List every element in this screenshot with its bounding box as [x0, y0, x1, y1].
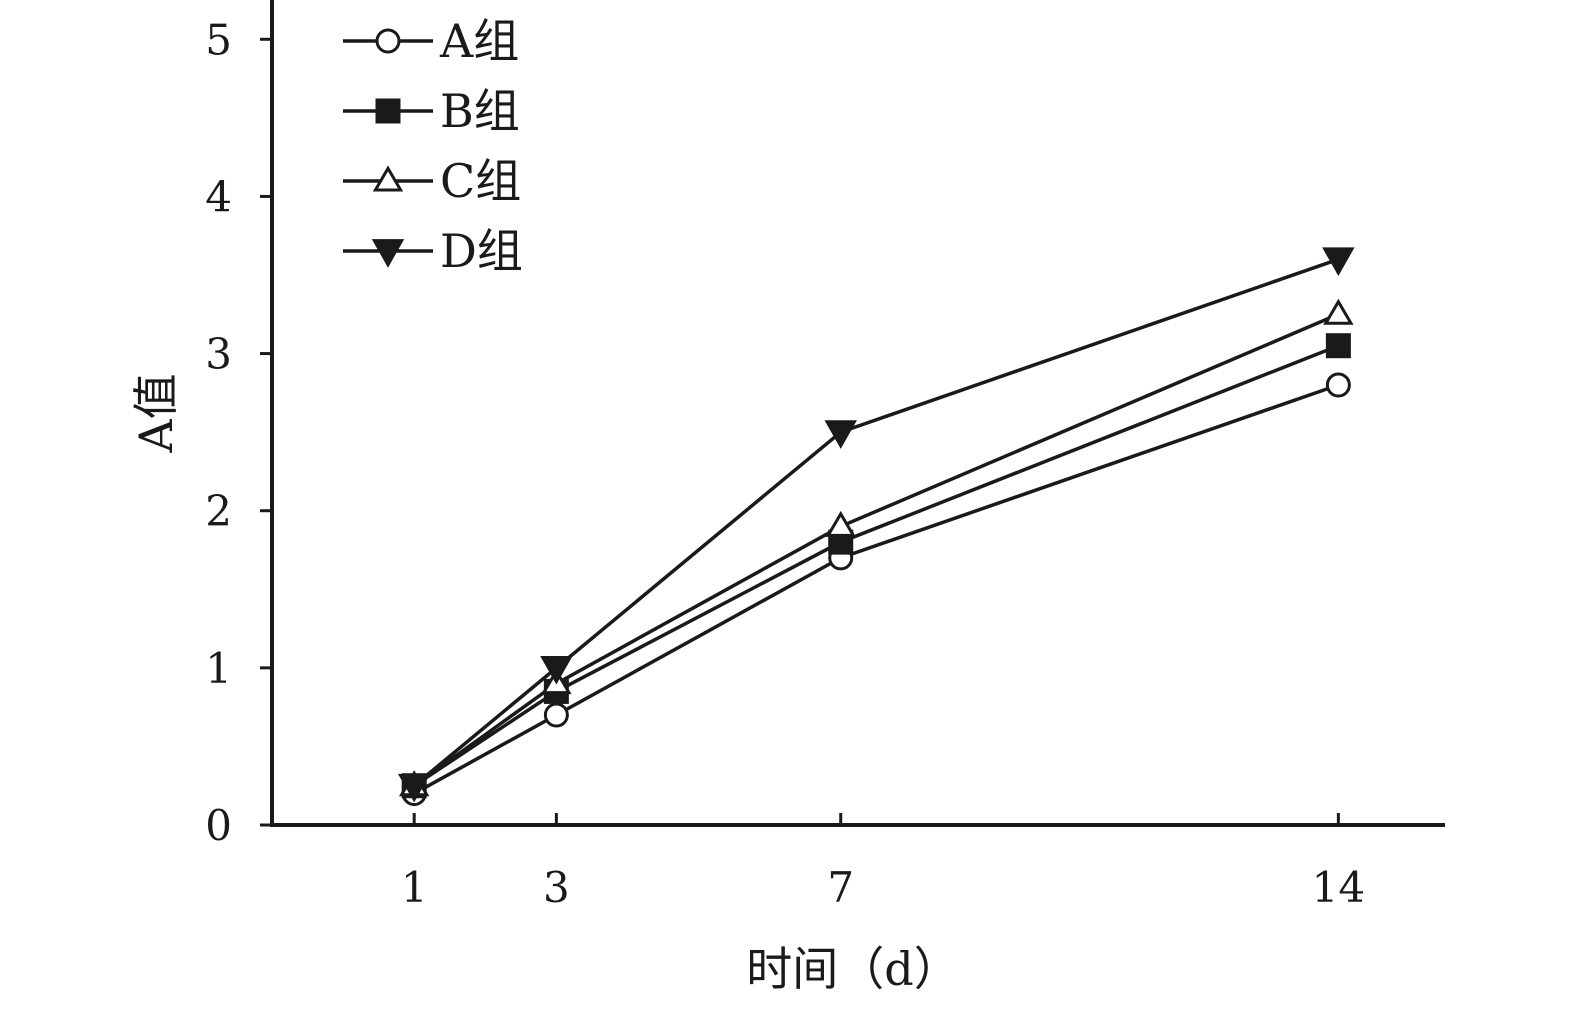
- series-markers-4: [397, 247, 1355, 803]
- series-line: [413, 312, 1340, 788]
- x-tick-label: 14: [1312, 863, 1365, 912]
- axes: [270, 0, 1445, 827]
- legend-item: D组: [343, 224, 523, 278]
- series-markers-2: [401, 333, 1351, 799]
- data-point-filled-triangle-down: [540, 655, 573, 685]
- legend-label: C组: [440, 154, 521, 208]
- x-tick-label: 1: [401, 863, 428, 912]
- series-layer: [397, 247, 1355, 807]
- data-point-filled-triangle-down: [824, 420, 857, 449]
- series-line: [413, 383, 1339, 796]
- data-point-open-circle: [375, 28, 401, 54]
- series-line: [413, 257, 1339, 788]
- x-tick-label: 7: [827, 863, 854, 912]
- y-tick-label: 1: [205, 644, 232, 693]
- y-tick-label: 3: [205, 330, 232, 379]
- series-3: [413, 312, 1340, 788]
- data-point-filled-triangle-down: [371, 239, 405, 268]
- legend-item: B组: [343, 84, 520, 138]
- data-point-open-triangle: [825, 510, 856, 537]
- legend: A组 B组 C组 D组: [343, 14, 523, 278]
- x-axis-ticks: 1 3 7 14: [401, 813, 1365, 912]
- legend-label: A组: [439, 14, 519, 68]
- data-point-filled-triangle-down: [1322, 247, 1355, 276]
- legend-label: B组: [440, 84, 520, 138]
- y-tick-label: 0: [205, 801, 232, 850]
- y-tick-label: 5: [205, 15, 232, 64]
- legend-item: A组: [343, 14, 519, 68]
- series-4: [413, 257, 1339, 788]
- data-point-open-circle: [543, 702, 569, 728]
- y-tick-label: 4: [205, 172, 232, 221]
- data-point-open-triangle: [372, 165, 404, 192]
- series-line: [413, 344, 1340, 788]
- data-point-open-circle: [1325, 372, 1351, 398]
- series-markers-1: [401, 372, 1351, 807]
- x-axis-title: 时间（d）: [746, 942, 959, 996]
- data-point-filled-triangle-down: [397, 773, 431, 803]
- series-1: [413, 383, 1339, 796]
- y-axis-ticks: 0 1 2 3 4 5: [205, 15, 272, 850]
- legend-item: C组: [343, 154, 521, 208]
- data-point-filled-square: [375, 98, 401, 124]
- x-tick-label: 3: [543, 863, 570, 912]
- series-2: [413, 344, 1340, 788]
- data-point-filled-square: [1325, 333, 1351, 359]
- legend-label: D组: [440, 224, 523, 278]
- y-axis-title: A值: [129, 373, 183, 453]
- data-point-open-triangle: [1323, 298, 1354, 325]
- y-tick-label: 2: [205, 487, 232, 536]
